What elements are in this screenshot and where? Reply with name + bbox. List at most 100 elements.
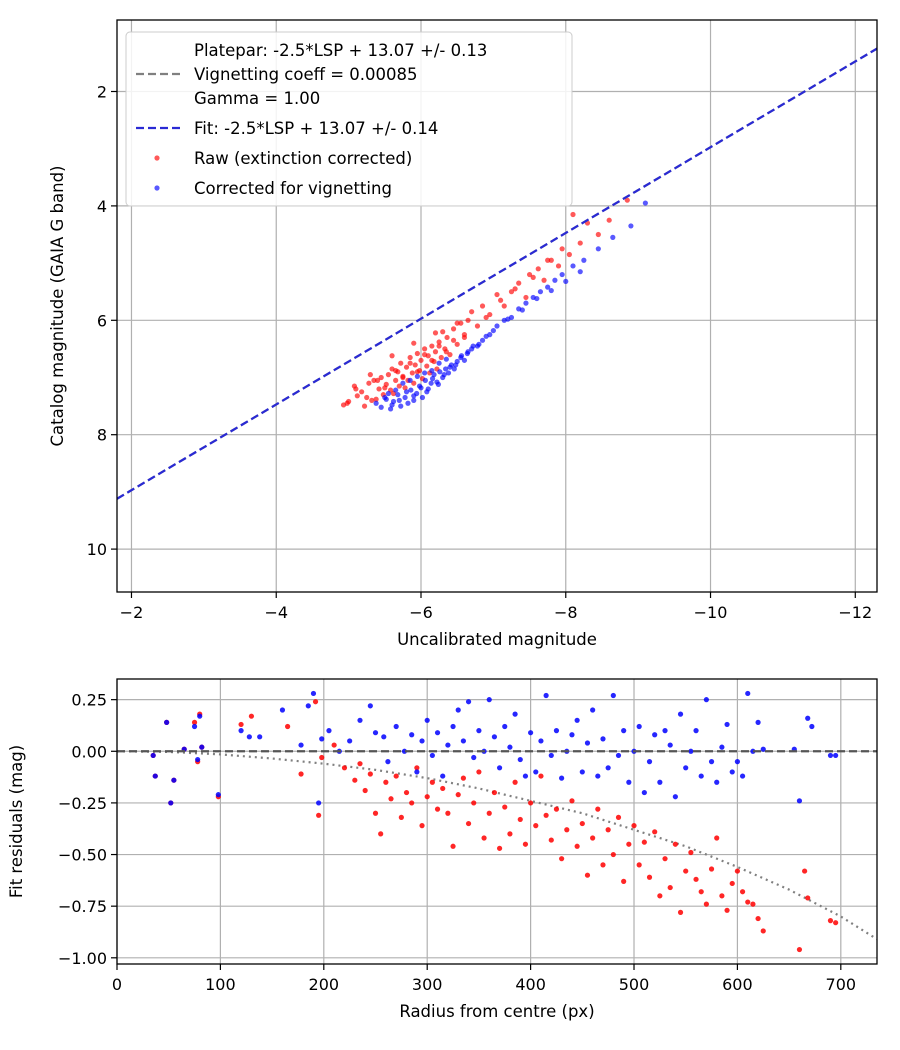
raw-point	[646, 874, 653, 880]
y-tick-label: 8	[97, 426, 107, 445]
corrected-point	[543, 692, 549, 699]
corrected-point	[626, 779, 632, 785]
series-corrected	[150, 690, 839, 806]
raw-point	[443, 349, 449, 355]
corrected-point	[533, 769, 539, 775]
corrected-point	[393, 723, 399, 730]
raw-point	[400, 374, 406, 381]
corrected-point	[486, 697, 492, 703]
raw-point	[577, 240, 583, 246]
corrected-point	[436, 360, 442, 366]
corrected-point	[494, 323, 500, 329]
raw-point	[374, 377, 381, 383]
raw-point	[507, 831, 513, 837]
raw-point	[545, 257, 551, 263]
raw-point	[432, 330, 439, 336]
residuals-chart: 0 100 200 300 400 500 600 700 0.25 0.00 −0.25 −0.50…	[7, 678, 878, 1021]
corrected-point	[470, 343, 476, 349]
raw-point	[570, 211, 576, 218]
raw-point	[458, 320, 464, 326]
ticks: −2 −4 −6 −8 −10 −12 2 4 6 8 10	[87, 83, 873, 623]
raw-point	[745, 899, 751, 905]
corrected-point	[451, 366, 457, 372]
corrected-point	[443, 356, 449, 362]
corrected-point	[238, 728, 244, 734]
raw-point	[402, 385, 408, 391]
raw-point	[662, 856, 668, 862]
x-tick-label: 0	[112, 975, 122, 994]
corrected-point	[621, 728, 627, 734]
raw-point	[465, 317, 471, 323]
raw-point	[367, 372, 373, 378]
raw-point	[802, 868, 808, 874]
plot-area	[117, 47, 877, 500]
corrected-point	[610, 234, 616, 240]
raw-point	[447, 352, 453, 358]
y-tick-label: −0.75	[58, 897, 107, 916]
y-tick-label: 4	[97, 197, 107, 216]
raw-point	[424, 794, 430, 800]
corrected-point	[677, 711, 684, 717]
y-axis-label: Fit residuals (mag)	[7, 745, 26, 898]
corrected-point	[450, 723, 456, 730]
ticks: 0 100 200 300 400 500 600 700 0.25 0.00 −0.25 −0.50…	[58, 691, 856, 994]
raw-point	[461, 332, 468, 338]
raw-point	[517, 816, 523, 823]
corrected-point	[257, 734, 263, 740]
corrected-point	[455, 707, 461, 713]
corrected-point	[559, 775, 565, 781]
corrected-point	[667, 742, 673, 748]
corrected-point	[750, 748, 756, 754]
raw-point	[285, 723, 291, 730]
raw-point	[734, 868, 741, 874]
corrected-point	[378, 404, 384, 410]
raw-point	[502, 804, 508, 810]
y-tick-label: 0.00	[71, 742, 107, 761]
raw-point	[615, 814, 622, 820]
raw-point	[569, 798, 575, 804]
corrected-point	[408, 387, 414, 393]
raw-point	[522, 841, 529, 847]
corrected-point	[418, 385, 424, 391]
raw-point	[548, 257, 554, 263]
raw-point	[331, 742, 337, 748]
legend: Platepar: -2.5*LSP + 13.07 +/- 0.13 Vigne…	[125, 31, 573, 207]
raw-point	[652, 829, 658, 835]
raw-point	[523, 294, 529, 301]
raw-point	[559, 246, 565, 252]
raw-point	[471, 800, 477, 806]
corrected-point	[610, 692, 616, 699]
raw-point	[434, 806, 441, 812]
raw-point	[316, 812, 322, 818]
raw-point	[739, 889, 746, 895]
fit-line	[117, 47, 877, 500]
raw-point	[238, 721, 244, 728]
y-tick-label: −0.50	[58, 846, 107, 865]
corrected-point	[523, 300, 529, 306]
raw-point	[444, 334, 450, 341]
raw-point	[393, 773, 399, 779]
raw-point	[411, 380, 417, 386]
y-tick-label: 0.25	[71, 691, 107, 710]
raw-point	[481, 835, 487, 841]
corrected-point	[447, 364, 453, 370]
raw-point	[624, 197, 630, 203]
corrected-point	[445, 370, 452, 376]
y-tick-label: 10	[87, 540, 107, 559]
raw-point	[248, 713, 255, 719]
corrected-point	[809, 723, 815, 730]
corrected-point	[441, 372, 447, 378]
corrected-point	[401, 748, 408, 754]
corrected-point	[316, 800, 322, 806]
y-tick-label: 2	[97, 83, 107, 102]
corrected-point	[405, 400, 411, 406]
corrected-point	[367, 703, 373, 709]
raw-point	[636, 862, 642, 868]
corrected-point	[827, 752, 834, 759]
legend-corrected-label: Corrected for vignetting	[194, 179, 392, 198]
corrected-point	[453, 362, 459, 368]
raw-point	[714, 835, 720, 841]
corrected-point	[642, 200, 648, 206]
raw-point	[574, 843, 580, 849]
corrected-point	[305, 703, 311, 709]
